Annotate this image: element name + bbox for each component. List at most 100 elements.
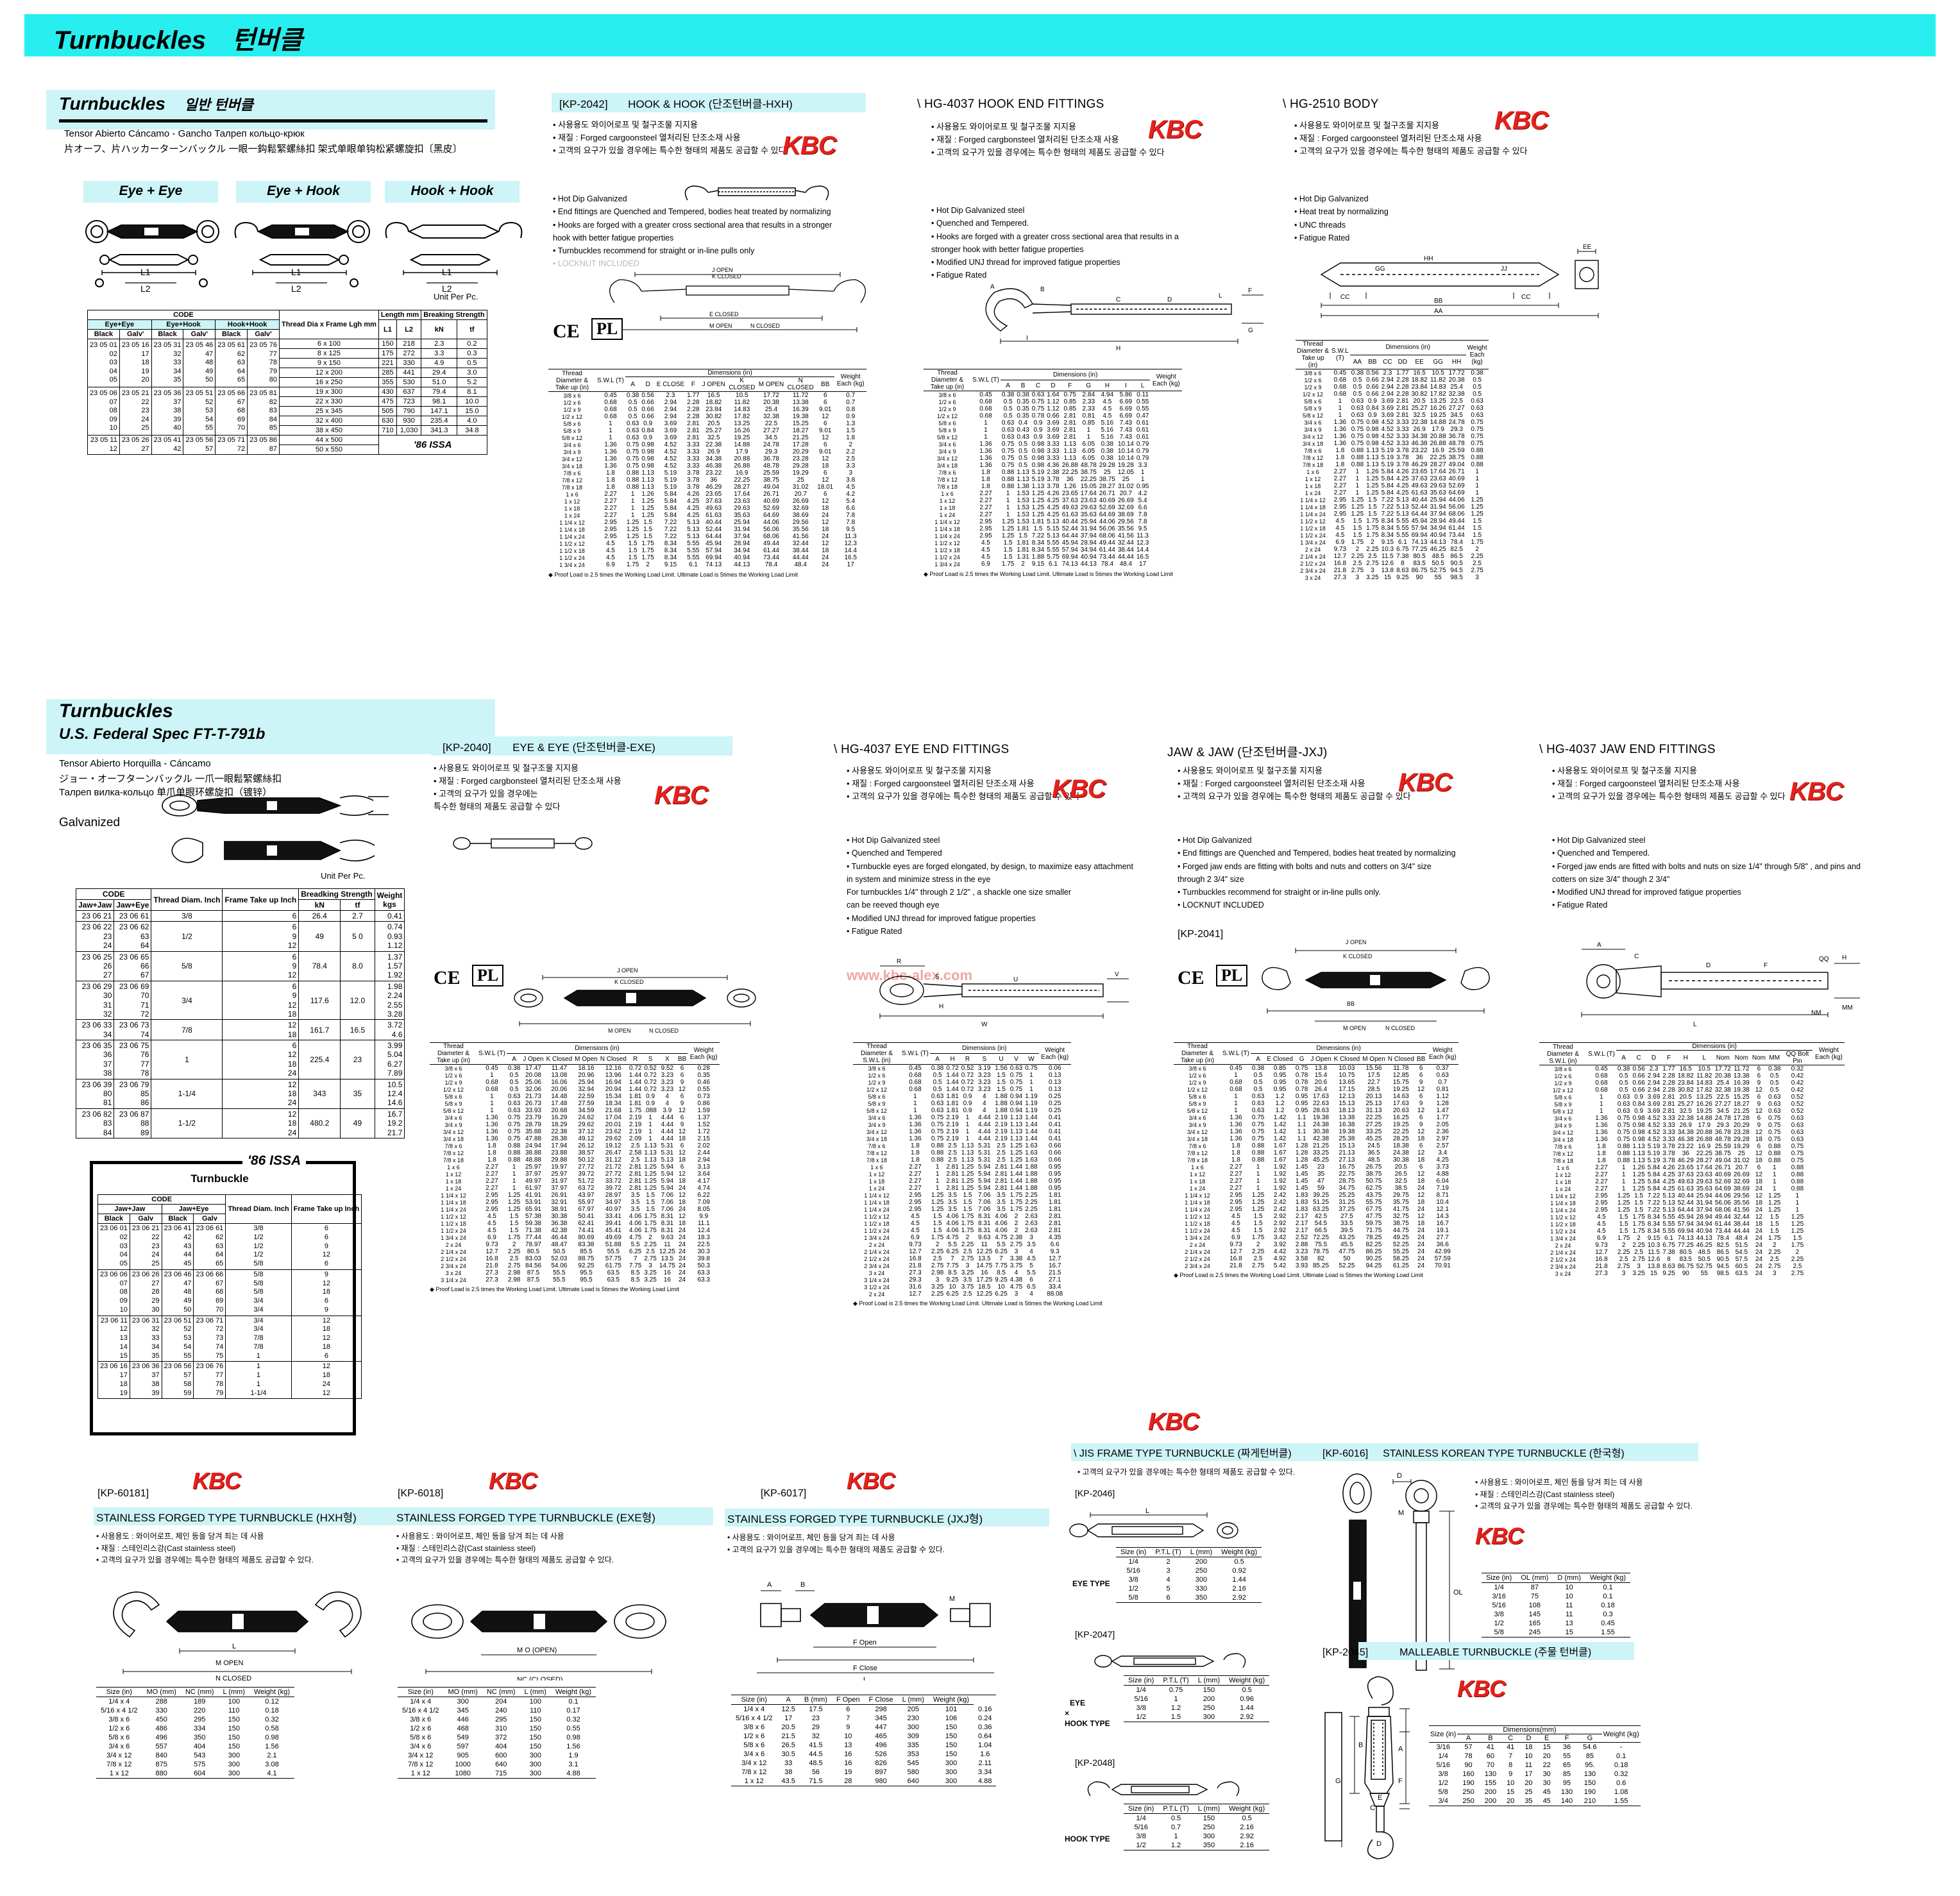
- value-cell: 41: [1507, 1743, 1515, 1751]
- dim-cell: 0.38: [1471, 369, 1483, 377]
- dim-cell: 5.13: [1047, 518, 1060, 525]
- dim-cell: 40.69: [1714, 1171, 1731, 1178]
- dim-cell: 17.04: [605, 1114, 621, 1121]
- page-banner: [24, 14, 1936, 56]
- weight-cell: 57.59: [1434, 1255, 1451, 1262]
- thread-cell: 1 1/4 x 18: [1185, 1199, 1210, 1206]
- dim-cell: 1.75: [961, 1213, 974, 1220]
- value-cell: 11: [1565, 1602, 1573, 1609]
- table-row: 2 3/4 x 24 21.8 2.75 7.75 3 14.75 7.75 3.75 5 16.…: [853, 1262, 1071, 1269]
- size-cell: 5/8 x 6: [108, 1734, 130, 1741]
- dim-cell: 12: [1755, 1214, 1762, 1221]
- dim-cell: 1.81: [946, 1107, 959, 1114]
- dim-cell: 26.88: [1696, 1136, 1712, 1143]
- table-row: 1/2 x 6 486 334 150 0.58: [96, 1724, 294, 1733]
- table-row: 3/4 250 200 20 35 45 140 210 1.55: [1429, 1797, 1641, 1806]
- kn-cell: 2.3: [421, 339, 458, 349]
- l1-cell: 175: [378, 348, 397, 359]
- value-cell: 85: [1562, 1770, 1571, 1778]
- dim-cell: 1: [648, 1128, 652, 1135]
- table-row: 1 x 12 2.27 1 37.97 25.97 39.72 27.72 2.81 1.25 5…: [430, 1171, 720, 1178]
- dim-cell: 36.78: [1714, 1129, 1731, 1136]
- column-header: F Close: [864, 1695, 898, 1705]
- svg-text:GG: GG: [1375, 266, 1385, 273]
- weight-cell: 0.95: [1048, 1178, 1061, 1185]
- dim-cell: 29.3: [765, 448, 778, 455]
- dim-cell: 1.5: [1473, 532, 1482, 539]
- dim-cell: 12: [678, 1171, 686, 1178]
- dim-cell: 49.44: [1099, 539, 1115, 546]
- dim-cell: 3: [1371, 567, 1374, 574]
- dim-cell: 6.1: [688, 561, 698, 568]
- dim-cell: 4.44: [661, 1114, 674, 1121]
- dim-cell: 28.94: [1430, 518, 1446, 525]
- weight-cell: 1.25: [1791, 1214, 1804, 1221]
- dim-cell: 12.7: [486, 1248, 498, 1255]
- weight-cell: 12.3: [1136, 539, 1149, 546]
- weight-cell: 8.05: [697, 1206, 710, 1213]
- weight-cell: 0.75: [1791, 1150, 1804, 1157]
- dim-cell: 2.92: [1273, 1227, 1287, 1234]
- dim-cell: 49.25: [1392, 1234, 1409, 1241]
- dim-cell: 0.38: [1017, 391, 1029, 398]
- dim-cell: 1.25: [1251, 1199, 1265, 1206]
- dim-cell: 33.25: [1365, 1128, 1382, 1135]
- dim-cell: 0.63: [1351, 398, 1364, 405]
- thread-cell: 3/4 x 9: [1188, 1121, 1206, 1128]
- table-row: 1 x 12 2.27 1 1.53 1.25 4.25 37.63 23.63 40.69 26…: [924, 497, 1182, 504]
- dim-cell: 4.44: [978, 1135, 991, 1142]
- dim-cell: 68.06: [1099, 532, 1115, 539]
- size-cell: 3/8: [1494, 1611, 1504, 1618]
- dim-cell: 15.25: [792, 420, 809, 427]
- dim-cell: 18: [1417, 1199, 1425, 1206]
- table-row: 1 x 24 2.27 1 61.97 37.97 63.72 39.72 2.81 1.25 5…: [430, 1185, 720, 1192]
- dim-cell: 1.45: [1295, 1171, 1308, 1178]
- size-cell: 1 x 12: [109, 1770, 129, 1777]
- dim-cell: 7.22: [1381, 504, 1394, 511]
- dim-cell: 0.72: [644, 1086, 657, 1093]
- table-row: 1/2 1.2 350 2.16: [1124, 1841, 1269, 1850]
- value-cell: 10: [1565, 1584, 1573, 1591]
- dim-cell: 86.75: [1411, 567, 1428, 574]
- dim-cell: 2.28: [1662, 1087, 1675, 1094]
- dims-header: Dimensions (in): [625, 369, 835, 377]
- exe-title: EYE & EYE (단조턴버클-EXE): [512, 741, 655, 754]
- dim-cell: 26.88: [1430, 440, 1446, 447]
- jis-group-1-type-0: EYE: [1070, 1698, 1086, 1707]
- dim-cell: 21.25: [1733, 1108, 1750, 1115]
- table-row: 7/8 x 12 1.8 0.88 38.88 23.88 38.57 26.47 2.58 1…: [430, 1149, 720, 1156]
- dim-cell: 1.83: [1295, 1206, 1308, 1213]
- size-cell: 3/4 x 12: [106, 1752, 132, 1759]
- dim-cell: 5.19: [1381, 461, 1394, 468]
- dim-cell: 0.68: [979, 405, 992, 412]
- tf-cell: 8.1: [457, 387, 487, 397]
- weight-cell: 0.9: [846, 413, 856, 420]
- weight-cell: 0.41: [1048, 1114, 1061, 1121]
- dim-cell: 16.06: [551, 1079, 568, 1086]
- l1-cell: 505: [378, 406, 397, 416]
- thread-cell: 5/8 x 6: [1554, 1094, 1572, 1101]
- value-cell: 26.5: [781, 1741, 795, 1749]
- hxh-ko-bullets: • 사용용도 와이어로프 및 철구조물 지지용 • 재질 : Forged ca…: [553, 119, 786, 157]
- jawend-en-bullet-5: • Fatigue Rated: [1552, 901, 1608, 910]
- dim-cell: 0.95: [1273, 1072, 1287, 1079]
- dim-cell: 1.75: [931, 1234, 944, 1241]
- dim-cell: 24: [678, 1255, 686, 1262]
- dim-cell: 3.69: [1381, 398, 1394, 405]
- dim-cell: 6: [823, 441, 827, 448]
- dim-cell: 2.5: [630, 1142, 640, 1149]
- dim-cell: 52.69: [1714, 1178, 1731, 1185]
- dim-cell: 0.75: [1471, 419, 1483, 426]
- dim-cell: 2.81: [1063, 412, 1076, 419]
- dim-cell: 0.56: [1366, 369, 1379, 377]
- dim-cell: 1.8: [910, 1149, 920, 1156]
- dim-cell: 3.78: [1396, 447, 1409, 454]
- dim-cell: 7.06: [978, 1192, 991, 1199]
- dim-subheader: MM: [1766, 1050, 1782, 1065]
- dim-cell: 9: [1757, 1122, 1761, 1129]
- dim-cell: 4.25: [1662, 1171, 1675, 1178]
- table-row: 1 x 18 2.27 1 1.25 5.84 4.25 49.63 29.63 52.69 32…: [548, 505, 866, 512]
- svg-text:I: I: [1026, 335, 1028, 342]
- dim-cell: 16.38: [1339, 1121, 1355, 1128]
- dim-cell: 3: [1355, 574, 1360, 581]
